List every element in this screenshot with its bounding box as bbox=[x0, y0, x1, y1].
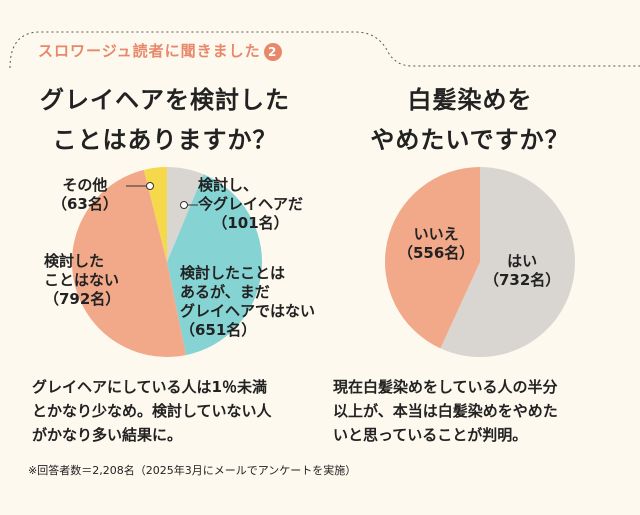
header-title: スロワージュ読者に聞きました 2 bbox=[38, 40, 282, 61]
chart2-title: 白髪染めを やめたいですか？ bbox=[370, 86, 570, 154]
pie1-slice-considered bbox=[167, 174, 262, 356]
chart1-comment: グレイヘアにしている人は1％未満 とかなり少なめ。検討していない人 がかなり多い結果… bbox=[32, 378, 272, 444]
chart1-label-other: その他 （63名） bbox=[52, 176, 118, 213]
chart2-label-no: いいえ （556名） bbox=[398, 225, 475, 262]
chart2-comment: 現在白髪染めをしている人の半分 以上が、本当は白髪染めをやめた いと思っていることが… bbox=[333, 378, 558, 444]
pie2-slice-yes bbox=[440, 167, 575, 357]
chart1-label-now-gray: 検討し、 今グレイヘアだ （101名） bbox=[198, 176, 304, 232]
chart1-label-never: 検討した ことはない （792名） bbox=[44, 252, 121, 308]
pie1-slice-other bbox=[143, 167, 167, 262]
chart1-title: グレイヘアを検討した ことはありますか？ bbox=[40, 86, 290, 154]
pie2-slice-no bbox=[384, 167, 480, 349]
pie1-slice-now-gray bbox=[167, 167, 204, 262]
pie1-slice-never bbox=[71, 169, 187, 358]
header-number-badge: 2 bbox=[263, 42, 282, 61]
leader-dot-now-gray bbox=[180, 201, 188, 209]
leader-dot-other bbox=[146, 182, 154, 190]
chart2-label-yes: はい （732名） bbox=[484, 252, 561, 289]
header-divider bbox=[9, 31, 640, 69]
chart1-label-considered: 検討したことは あるが、まだ グレイヘアではない （651名） bbox=[180, 264, 316, 339]
footnote: ※回答者数＝2,208名（2025年3月にメールでアンケートを実施） bbox=[28, 464, 357, 477]
